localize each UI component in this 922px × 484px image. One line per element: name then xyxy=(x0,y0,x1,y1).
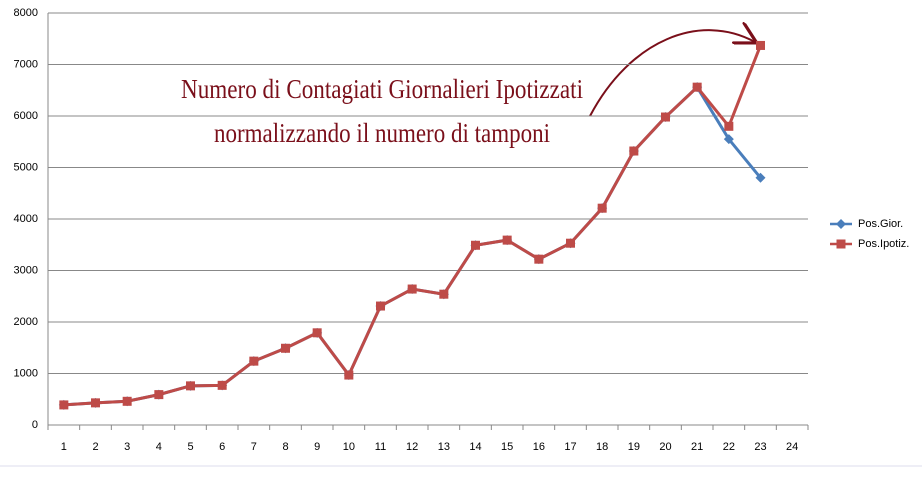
y-tick-label: 4000 xyxy=(14,213,38,225)
x-tick-label: 24 xyxy=(786,441,798,453)
data-point xyxy=(281,343,290,353)
data-point xyxy=(217,380,227,390)
data-point xyxy=(249,356,259,366)
data-point xyxy=(407,284,417,294)
data-point xyxy=(724,121,734,131)
data-point xyxy=(186,381,195,391)
data-point xyxy=(661,112,670,122)
data-point xyxy=(376,301,385,311)
x-tick-label: 3 xyxy=(124,441,130,453)
x-tick-label: 17 xyxy=(564,441,576,453)
x-tick-label: 21 xyxy=(691,441,703,453)
y-tick-label: 7000 xyxy=(14,58,38,70)
x-tick-label: 14 xyxy=(469,441,481,453)
x-tick-label: 13 xyxy=(438,441,450,453)
x-tick-label: 1 xyxy=(61,441,67,453)
data-point xyxy=(312,328,322,338)
x-tick-label: 10 xyxy=(343,441,355,453)
x-tick-label: 16 xyxy=(533,441,545,453)
x-tick-label: 6 xyxy=(219,441,225,453)
x-tick-label: 18 xyxy=(596,441,608,453)
y-tick-label: 8000 xyxy=(14,7,38,19)
data-point xyxy=(629,146,639,156)
data-point xyxy=(597,203,607,213)
data-point xyxy=(471,240,480,250)
legend-label: Pos.Ipotiz. xyxy=(858,238,909,250)
x-tick-label: 22 xyxy=(723,441,735,453)
data-point xyxy=(154,390,164,400)
y-tick-label: 0 xyxy=(32,419,38,431)
data-point xyxy=(755,172,766,183)
y-tick-label: 2000 xyxy=(14,316,38,328)
legend-marker xyxy=(836,219,846,229)
annotation: normalizzando il numero di tamponi xyxy=(214,118,550,148)
annotation-arrow xyxy=(589,30,755,117)
data-point xyxy=(59,400,69,410)
data-point xyxy=(723,134,734,145)
legend-label: Pos.Gior. xyxy=(858,218,903,230)
x-tick-label: 4 xyxy=(156,441,162,453)
data-point xyxy=(122,396,132,406)
y-tick-label: 6000 xyxy=(14,110,38,122)
x-tick-label: 11 xyxy=(375,441,386,453)
x-tick-label: 12 xyxy=(406,441,418,453)
x-tick-label: 8 xyxy=(282,441,288,453)
data-point xyxy=(439,289,449,299)
data-point xyxy=(692,82,702,92)
x-tick-label: 7 xyxy=(251,441,257,453)
x-tick-label: 9 xyxy=(314,441,320,453)
data-point xyxy=(566,238,575,248)
y-tick-label: 5000 xyxy=(14,161,38,173)
data-point xyxy=(344,370,354,380)
y-tick-label: 1000 xyxy=(14,367,38,379)
data-point xyxy=(534,254,544,264)
x-tick-label: 20 xyxy=(659,441,671,453)
data-point xyxy=(91,398,100,408)
x-tick-label: 15 xyxy=(501,441,513,453)
data-point xyxy=(756,40,765,50)
x-tick-label: 19 xyxy=(628,441,640,453)
x-tick-label: 2 xyxy=(92,441,98,453)
legend-marker xyxy=(836,239,846,249)
data-point xyxy=(502,235,512,245)
x-tick-label: 5 xyxy=(187,441,193,453)
annotation: Numero di Contagiati Giornalieri Ipotizz… xyxy=(181,74,583,104)
y-tick-label: 3000 xyxy=(14,264,38,276)
x-tick-label: 23 xyxy=(754,441,766,453)
